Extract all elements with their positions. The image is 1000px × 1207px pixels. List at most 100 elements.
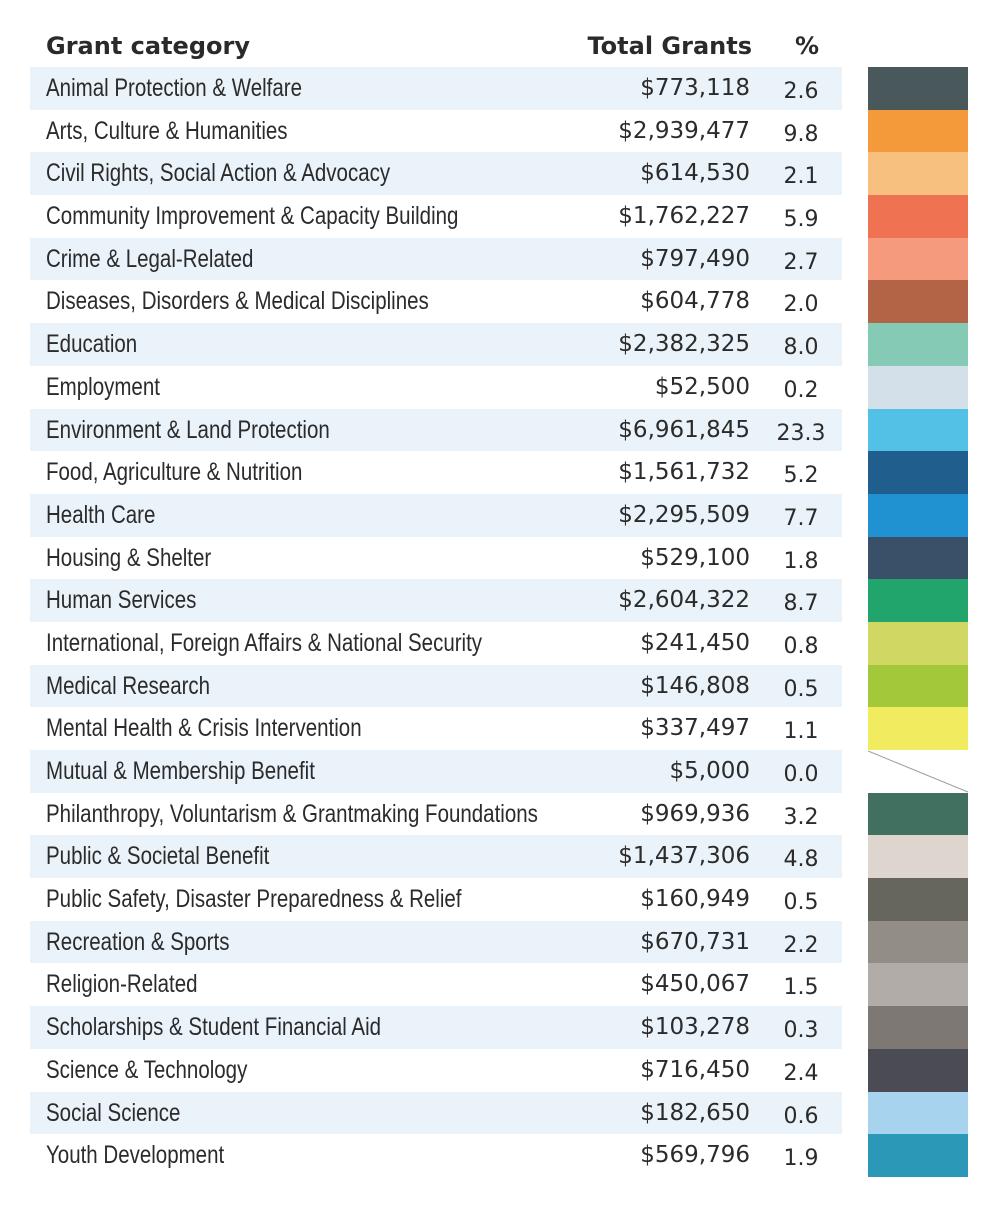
category-label: Religion-Related — [46, 970, 198, 999]
category-label: Scholarships & Student Financial Aid — [46, 1013, 382, 1042]
row-band — [30, 835, 842, 879]
category-label: Mutual & Membership Benefit — [46, 757, 315, 785]
category-label: Food, Agriculture & Nutrition — [46, 458, 303, 487]
percent-value: 7.7 — [783, 505, 819, 531]
table-body: Animal Protection & Welfare $773,118 2.6 Ar… — [30, 67, 970, 1177]
connector-line — [868, 750, 968, 793]
percent-value: 3.2 — [783, 804, 819, 830]
total-grants-value: $241,450 — [640, 629, 750, 656]
color-swatch — [868, 1091, 968, 1135]
table-row: International, Foreign Affairs & Nationa… — [30, 621, 970, 665]
percent-value: 8.7 — [783, 591, 819, 617]
percent-value: 0.8 — [783, 633, 819, 659]
row-band — [30, 408, 842, 452]
total-grants-value: $797,490 — [640, 245, 750, 272]
total-grants-value: $716,450 — [640, 1056, 750, 1083]
row-band — [30, 237, 842, 281]
category-label: Public Safety, Disaster Preparedness & R… — [46, 885, 462, 914]
percent-value: 0.6 — [783, 1103, 819, 1129]
row-band — [30, 750, 842, 793]
percent-value: 23.3 — [776, 420, 826, 446]
category-label: Health Care — [46, 500, 156, 529]
percent-value: 0.0 — [783, 762, 819, 787]
color-swatch — [868, 579, 968, 622]
category-label: Recreation & Sports — [46, 927, 230, 956]
color-swatch — [868, 451, 968, 494]
total-grants-value: $670,731 — [640, 928, 750, 955]
percent-value: 4.8 — [783, 847, 819, 873]
category-label: Employment — [46, 372, 160, 401]
category-label: Medical Research — [46, 671, 211, 700]
table-row: Science & Technology $716,450 2.4 — [30, 1048, 970, 1092]
total-grants-value: $2,295,509 — [618, 501, 750, 528]
total-grants-value: $604,778 — [640, 288, 750, 315]
category-label: Arts, Culture & Humanities — [46, 116, 288, 145]
total-grants-value: $2,604,322 — [618, 587, 750, 614]
table-row: Youth Development $569,796 1.9 — [30, 1134, 970, 1177]
percent-value: 0.2 — [783, 377, 819, 403]
color-swatch — [868, 1134, 968, 1177]
percent-value: 0.5 — [783, 676, 819, 702]
row-band — [30, 152, 842, 196]
color-swatch — [868, 237, 968, 281]
table-row: Community Improvement & Capacity Buildin… — [30, 195, 970, 238]
category-label: Animal Protection & Welfare — [46, 74, 302, 102]
color-swatch — [868, 152, 968, 196]
category-label: Science & Technology — [46, 1055, 248, 1084]
table-row: Mental Health & Crisis Intervention $337,… — [30, 707, 970, 750]
row-band — [30, 579, 842, 622]
category-label: Philanthropy, Voluntarism & Grantmaking … — [46, 799, 538, 828]
total-grants-value: $2,939,477 — [618, 117, 750, 144]
row-band — [30, 67, 842, 110]
total-grants-value: $969,936 — [640, 800, 750, 827]
percent-value: 1.5 — [783, 975, 819, 1001]
color-swatch — [868, 835, 968, 879]
table-row: Civil Rights, Social Action & Advocacy $6… — [30, 152, 970, 196]
color-swatch — [868, 67, 968, 110]
category-label: Education — [46, 330, 138, 359]
percent-value: 2.2 — [783, 932, 819, 958]
category-label: International, Foreign Affairs & Nationa… — [46, 628, 483, 657]
color-swatch — [868, 493, 968, 537]
table-row: Environment & Land Protection $6,961,845 2… — [30, 408, 970, 452]
row-band — [30, 920, 842, 964]
percent-value: 2.7 — [783, 249, 819, 275]
total-grants-value: $160,949 — [640, 886, 750, 913]
table-row: Public & Societal Benefit $1,437,306 4.8 — [30, 835, 970, 879]
percent-value: 5.2 — [783, 463, 819, 489]
percent-value: 2.1 — [783, 164, 819, 190]
table-row: Religion-Related $450,067 1.5 — [30, 963, 970, 1007]
category-label: Civil Rights, Social Action & Advocacy — [46, 159, 391, 188]
column-header-total-grants: Total Grants — [587, 32, 753, 60]
table-row: Medical Research $146,808 0.5 — [30, 664, 970, 708]
color-swatch — [868, 1006, 968, 1049]
row-band — [30, 493, 842, 537]
category-label: Environment & Land Protection — [46, 415, 330, 444]
column-header-percent: % — [794, 32, 820, 60]
color-swatch — [868, 963, 968, 1007]
table-row: Health Care $2,295,509 7.7 — [30, 493, 970, 537]
table-row: Employment $52,500 0.2 — [30, 365, 970, 409]
percent-value: 1.9 — [783, 1146, 819, 1172]
row-band — [30, 1091, 842, 1135]
percent-value: 9.8 — [783, 121, 819, 147]
table-row: Food, Agriculture & Nutrition $1,561,732 5… — [30, 451, 970, 494]
total-grants-value: $52,500 — [654, 373, 750, 400]
table-row: Education $2,382,325 8.0 — [30, 323, 970, 366]
category-label: Public & Societal Benefit — [46, 842, 270, 871]
table-row: Housing & Shelter $529,100 1.8 — [30, 536, 970, 580]
percent-value: 1.8 — [783, 548, 819, 574]
category-label: Youth Development — [46, 1141, 225, 1170]
total-grants-value: $2,382,325 — [618, 331, 750, 358]
percent-value: 0.3 — [783, 1018, 819, 1044]
color-swatch — [868, 792, 968, 836]
table-row: Recreation & Sports $670,731 2.2 — [30, 920, 970, 964]
total-grants-value: $146,808 — [640, 672, 750, 699]
color-swatch — [868, 664, 968, 708]
total-grants-value: $103,278 — [640, 1014, 750, 1041]
row-band — [30, 323, 842, 366]
color-swatch — [868, 323, 968, 366]
category-label: Human Services — [46, 586, 197, 615]
category-label: Crime & Legal-Related — [46, 244, 254, 273]
table-row: Social Science $182,650 0.6 — [30, 1091, 970, 1135]
